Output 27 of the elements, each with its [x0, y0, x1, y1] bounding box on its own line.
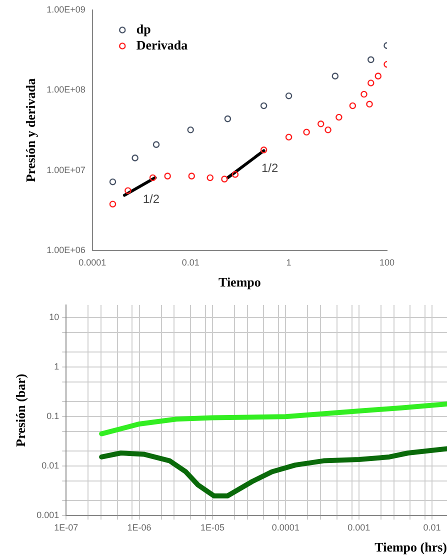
y-axis-title: Presión y derivada — [23, 78, 38, 182]
x-axis-title: Tiempo — [218, 274, 261, 290]
y-tick-label: 0.1 — [46, 411, 60, 422]
y-tick-label: 1.00E+08 — [46, 84, 86, 95]
x-tick-label: 0.001 — [348, 522, 370, 532]
x-tick-label: 1E-06 — [127, 522, 152, 532]
x-tick-label: 100 — [379, 257, 395, 268]
y-tick-label: 1.00E+07 — [46, 164, 86, 175]
y-tick-label: 10 — [49, 312, 60, 322]
y-tick-label: 1.00E+06 — [46, 245, 86, 256]
x-tick-label: 0.01 — [423, 522, 441, 532]
x-tick-label: 1E-07 — [54, 522, 78, 532]
y-axis-title: Presión (bar) — [13, 374, 28, 447]
y-tick-label: 1 — [54, 362, 60, 372]
x-tick-label: 1 — [286, 257, 292, 268]
y-tick-label: 0.001 — [36, 510, 60, 520]
y-tick-label: 0.01 — [42, 460, 60, 471]
annotation: 1/2 — [261, 161, 278, 176]
x-axis-title: Tiempo (hrs) — [374, 540, 447, 555]
legend-label: dp — [136, 21, 151, 36]
legend-label: Derivada — [136, 37, 188, 52]
y-tick-label: 1.00E+09 — [46, 4, 86, 14]
x-tick-label: 0.01 — [182, 257, 200, 268]
x-tick-label: 1E-05 — [200, 522, 225, 532]
annotation: 1/2 — [142, 192, 160, 206]
x-tick-label: 0.0001 — [78, 257, 106, 268]
x-tick-label: 0.0001 — [272, 522, 300, 532]
